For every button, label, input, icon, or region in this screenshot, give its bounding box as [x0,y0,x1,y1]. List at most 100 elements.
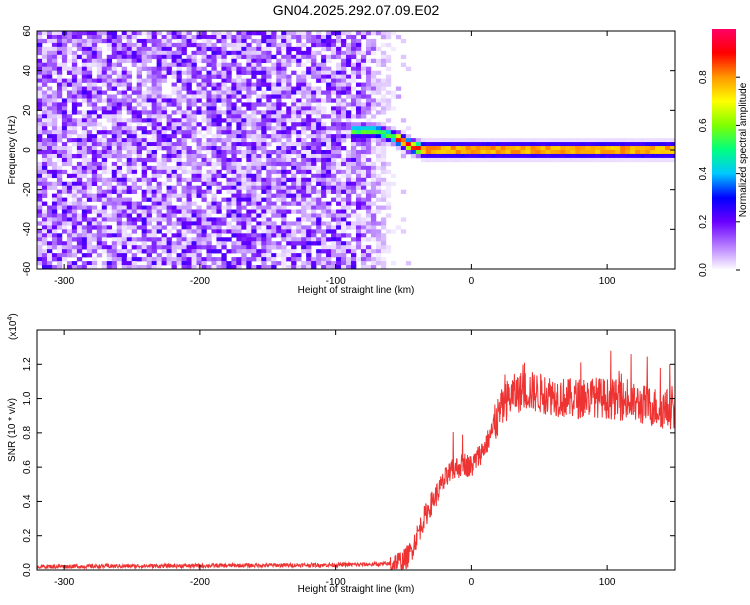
spectrogram-cell [71,193,78,198]
spectrogram-cell [61,130,68,135]
spectrogram-cell [226,106,232,111]
spectrogram-cell [365,146,372,151]
spectrogram-cell [635,138,641,143]
spectrogram-cell [37,209,43,214]
spectrogram-cell [570,157,576,163]
spectrogram-cell [630,146,636,151]
spectrogram-cell [37,122,43,127]
spectrogram-cell [256,225,262,230]
spectrogram-cell [395,34,402,40]
spectrogram-cell [296,189,302,194]
spectrogram-cell [156,94,162,99]
spectrogram-cell [261,74,267,79]
spectrogram-cell [111,241,118,246]
spectrogram-cell [111,142,118,147]
spectrogram-cell [231,181,237,186]
spectrogram-cell [490,138,496,143]
spectrogram-cell [346,54,352,60]
snr-scale-factor: (x104) [7,313,19,340]
spectrogram-cell [271,82,277,87]
spectrogram-cell [400,146,407,151]
spectrogram-cell [341,241,347,246]
spectrogram-cell [81,38,88,44]
spectrogram-cell [156,157,162,163]
spectrogram-cell [356,31,362,36]
spectrogram-cell [41,118,48,123]
spectrogram-cell [256,237,262,242]
spectrogram-cell [201,217,207,222]
spectrogram-cell [41,62,48,67]
spectrogram-cell [156,90,162,95]
spectrogram-cell [131,126,137,131]
spectrogram-cell [365,197,372,202]
spectrogram-cell [505,146,511,151]
spectrogram-cell [211,265,217,270]
spectrogram-cell [241,197,247,202]
spectrogram-cell [326,150,332,155]
spectrogram-cell [141,193,147,198]
spectrogram-cell [341,189,347,194]
spectrogram-cell [515,157,521,163]
spectrogram-cell [385,134,392,139]
spectrogram-cell [301,169,307,175]
spectrogram-cell [166,153,172,159]
spectrogram-cell [575,157,581,163]
spectrogram-cell [261,118,267,123]
spectrogram-cell [256,62,262,67]
spectrogram-cell [216,173,222,179]
spectrogram-cell [256,110,262,115]
spectrogram-cell [261,197,267,202]
spectrogram-cell [51,146,58,151]
spectrogram-cell [246,98,252,103]
spectrogram-cell [181,221,187,226]
spectrogram-cell [136,134,142,139]
spectrogram-cell [181,169,187,175]
spectrogram-cell [196,42,202,48]
spectrogram-cell [271,86,277,91]
spectrogram-cell [116,209,123,214]
spectrogram-cell [206,161,212,167]
spectrogram-cell [76,181,83,186]
spectrogram-cell [306,134,312,139]
spectrogram-cell [96,197,103,202]
spectrogram-cell [116,38,123,44]
spectrogram-cell [166,165,172,171]
spectrogram-cell [66,209,73,214]
spectrogram-cell [360,221,367,226]
spectrogram-cell [161,169,167,175]
spectrogram-cell [141,106,147,111]
spectrogram-cell [101,237,108,242]
spectrogram-cell [231,157,237,163]
spectrogram-cell [101,153,108,159]
spectrogram-cell [311,221,317,226]
spectrogram-cell [71,245,78,250]
spectrogram-cell [370,138,377,143]
spectrogram-cell [281,165,287,171]
spectrogram-cell [186,54,192,60]
spectrogram-cell [106,181,113,186]
spectrogram-cell [37,70,43,75]
spectrogram-cell [161,58,167,64]
spectrogram-cell [356,62,362,67]
spectrogram-cell [405,126,412,131]
spectrogram-cell [271,193,277,198]
spectrogram-cell [331,209,337,214]
spectrogram-cell [37,213,43,218]
spectrogram-cell [81,185,88,190]
spectrogram-cell [146,34,152,40]
spectrogram-cell [271,185,277,190]
spectrogram-cell [331,122,337,127]
spectrogram-cell [271,205,277,210]
spectrogram-cell [71,118,78,123]
spectrogram-cell [101,142,108,147]
spectrogram-cell [221,205,227,210]
spectrogram-cell [360,237,367,242]
spectrogram-cell [480,146,486,151]
spectrogram-cell [201,46,207,52]
spectrogram-cell [291,46,297,52]
spectrogram-cell [71,126,78,131]
spectrogram-cell [600,146,606,151]
spectrogram-cell [121,54,128,60]
spectrogram-cell [390,134,397,139]
spectrogram-cell [181,193,187,198]
